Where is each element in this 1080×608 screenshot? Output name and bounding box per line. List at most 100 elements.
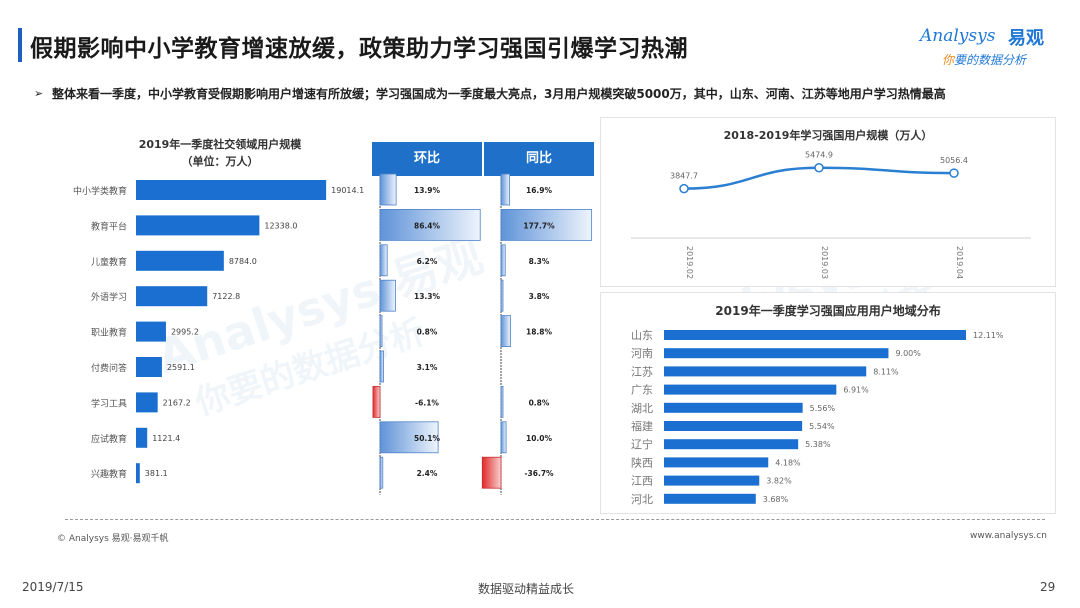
mom-bar [379,279,396,312]
user-scale-title: 2019年一季度社交领域用户规模 [138,138,302,151]
region-label: 福建 [631,419,653,433]
mom-bar [379,209,481,241]
user-scale-bar [136,250,224,271]
yoy-bar [500,315,511,348]
logo-chinese: 易观 [1008,28,1044,49]
line-x-tick: 2019.03 [820,246,829,279]
user-scale-value: 381.1 [145,469,168,478]
category-label: 学习工具 [91,397,127,409]
yoy-bar [500,385,504,418]
yoy-bar [500,173,511,206]
mom-value: 86.4% [414,221,441,230]
region-bar [664,330,966,340]
region-value: 6.91% [843,386,869,395]
logo-english: Analysys [920,26,996,46]
summary-text: 整体来看一季度，中小学教育受假期影响用户增速有所放缓；学习强国成为一季度最大亮点… [52,87,946,101]
mom-value: 13.3% [414,292,441,301]
region-value: 9.00% [895,349,921,358]
region-label: 陕西 [631,455,653,469]
region-bar [664,384,837,395]
user-scale-value: 2591.1 [167,363,195,372]
yoy-value: -36.7% [524,469,554,478]
user-scale-value: 8784.0 [229,257,257,266]
region-label: 河北 [631,493,653,506]
user-scale-bar [136,427,148,448]
user-scale-value: 7122.8 [212,292,240,301]
yoy-header: 同比 [484,142,594,176]
user-scale-chart: 中小学类教育 19014.1 教育平台 12338.0 儿童教育 8784.0 外语学习 71… [73,173,593,495]
mom-value: 3.1% [417,363,438,372]
yoy-value: 3.8% [529,292,550,301]
mom-bar [379,315,383,348]
region-label: 广东 [631,384,653,397]
line-point [949,168,959,178]
region-value: 4.18% [775,458,801,467]
yoy-value: 10.0% [526,434,553,443]
footer-slogan: 数据驱动精益成长 [478,582,575,596]
xuexi-line-chart: 3847.7 2019.02 5474.9 2019.03 5056.4 2019.04 [631,151,1031,279]
yoy-bar [500,421,507,454]
region-bar [664,457,769,468]
line-point [814,162,824,173]
user-scale-bar [136,321,166,342]
region-bar [664,348,889,359]
brand-logo: Analysys 易观 你要的数据分析 [920,24,1060,72]
copyright-text: © Analysys 易观·易观千帆 [57,534,169,544]
mom-bar [379,456,384,489]
user-scale-bar [136,180,327,200]
line-point [679,183,689,194]
region-bar [664,421,803,431]
region-bar [664,366,867,377]
category-label: 兴趣教育 [91,468,127,480]
mom-value: 13.9% [414,186,441,195]
line-x-tick: 2019.04 [955,246,964,279]
mom-bar [379,421,439,454]
user-scale-bar [136,392,158,413]
user-scale-bar [136,215,260,236]
mom-bar [379,350,384,383]
user-scale-subtitle: （单位：万人） [181,155,259,168]
yoy-bar [500,279,504,312]
logo-slogan: 你要的数据分析 [942,53,1027,67]
mom-value: 0.8% [417,328,438,337]
region-chart-title: 2019年一季度学习强国应用用户地域分布 [715,304,941,318]
category-label: 外语学习 [91,291,127,303]
user-scale-value: 2167.2 [163,398,191,407]
mom-value: 50.1% [414,434,441,443]
user-scale-bar [136,357,162,377]
user-scale-value: 12338.0 [264,221,297,230]
yoy-bar [500,209,593,241]
yoy-bar [481,456,502,489]
region-value: 5.56% [810,404,836,413]
region-label: 河南 [631,347,653,360]
user-scale-value: 2995.2 [171,328,199,337]
user-scale-bar [136,463,140,484]
mom-bar [372,385,381,418]
user-scale-value: 1121.4 [152,434,180,443]
category-label: 儿童教育 [91,256,127,268]
region-label: 山东 [631,329,653,342]
category-label: 应试教育 [91,433,127,445]
yoy-value: 8.3% [529,257,550,266]
region-label: 辽宁 [631,437,653,451]
line-value-label: 5474.9 [805,151,833,160]
page-title: 假期影响中小学教育增速放缓，政策助力学习强国引爆学习热潮 [30,36,688,62]
yoy-value: 18.8% [526,328,553,337]
region-bar [664,439,799,450]
line-chart-title: 2018-2019年学习强国用户规模（万人） [723,129,933,142]
mom-bar [379,244,388,277]
bullet-arrow-icon: ➢ [34,87,44,100]
footer-divider [65,519,1045,520]
user-scale-chart-title: 2019年一季度社交领域用户规模 （单位：万人） [110,136,330,170]
mom-value: -6.1% [415,398,439,407]
footer-date: 2019/7/15 [22,580,84,594]
region-chart-panel: 2019年一季度学习强国应用用户地域分布 山东 12.11% 河南 9.00% 江苏 8.… [600,292,1056,514]
user-scale-value: 19014.1 [331,186,364,195]
category-label: 职业教育 [91,327,127,339]
yoy-value: 0.8% [529,398,550,407]
line-chart-panel: 2018-2019年学习强国用户规模（万人） 3847.7 2019.02 5474… [600,117,1056,287]
mom-header: 环比 [372,142,482,176]
region-label: 江苏 [631,365,653,378]
region-bar [664,402,803,413]
region-value: 12.11% [973,331,1004,340]
